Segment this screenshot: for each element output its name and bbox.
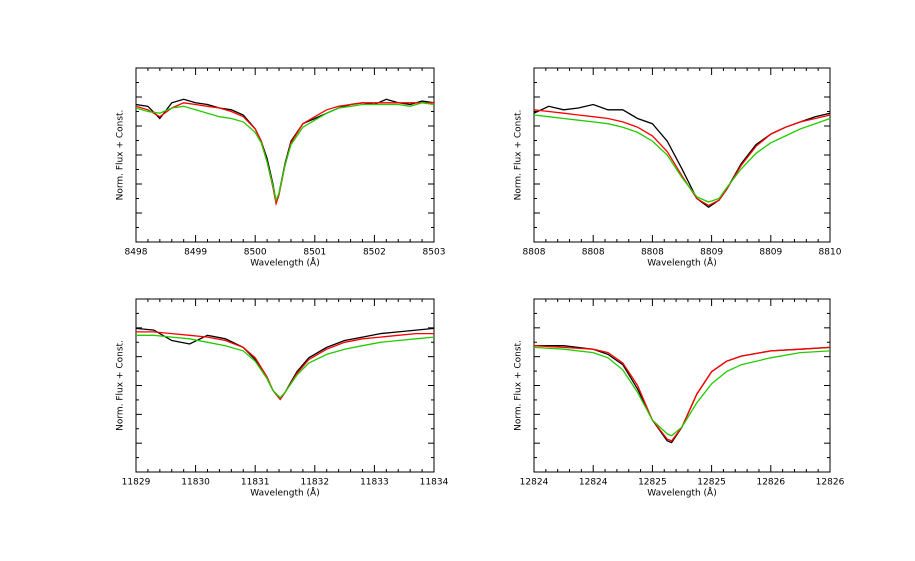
x-axis-label: Wavelength (Å) — [250, 487, 319, 499]
y-axis-label: Norm. Flux + Const. — [514, 110, 524, 201]
x-tick-label: 12824 — [520, 478, 549, 488]
x-axis-label: Wavelength (Å) — [647, 257, 716, 269]
plot-frame — [135, 67, 435, 243]
y-axis-label: Norm. Flux + Const. — [116, 110, 126, 201]
x-tick-label: 8498 — [125, 248, 148, 258]
x-tick-label: 8808 — [582, 248, 605, 258]
spectrum-line — [533, 109, 831, 207]
x-tick-label: 12825 — [638, 478, 667, 488]
spectrum-line — [533, 114, 831, 203]
x-tick-label: 8501 — [303, 248, 326, 258]
x-tick-label: 11830 — [181, 478, 210, 488]
spectrum-line — [135, 102, 434, 207]
plot-frame — [135, 298, 435, 473]
spectrum-line — [136, 334, 435, 399]
spectrum-line — [533, 345, 831, 442]
x-tick-label: 12824 — [579, 478, 608, 488]
panel: 11829 11830 11831 11832 11833 11834 Wavelength… — [116, 298, 449, 499]
x-tick-label: 12825 — [697, 478, 726, 488]
plot-frame — [533, 67, 831, 243]
x-tick-label: 8810 — [819, 248, 842, 258]
x-axis-label: Wavelength (Å) — [250, 257, 319, 269]
spectrum-line — [136, 331, 434, 401]
panel: 8808 8808 8808 8809 8809 8810 Wavelength (Å) No… — [514, 67, 842, 269]
panel: 8498 8499 8500 8501 8502 8503 Wavelength (Å) No… — [116, 67, 446, 269]
x-tick-label: 8500 — [244, 248, 267, 258]
spectrum-line — [533, 346, 831, 437]
spectrum-line — [135, 327, 435, 401]
spectrum-line — [135, 102, 435, 203]
panel: 12824 12824 12825 12825 12826 12826 Wavelength… — [514, 298, 845, 499]
x-tick-label: 11832 — [300, 478, 329, 488]
x-tick-label: 11834 — [420, 478, 449, 488]
plot-frame — [533, 298, 831, 473]
x-tick-label: 8809 — [759, 248, 782, 258]
x-tick-label: 12826 — [756, 478, 785, 488]
y-axis-label: Norm. Flux + Const. — [116, 340, 126, 431]
x-tick-label: 8808 — [641, 248, 664, 258]
x-tick-label: 8809 — [700, 248, 723, 258]
spectrum-line — [135, 98, 435, 203]
x-tick-label: 8499 — [184, 248, 207, 258]
x-tick-label: 12826 — [816, 478, 845, 488]
x-tick-label: 8502 — [363, 248, 386, 258]
x-tick-label: 11831 — [241, 478, 270, 488]
x-tick-label: 11833 — [360, 478, 389, 488]
x-tick-label: 11829 — [122, 478, 151, 488]
x-tick-label: 8503 — [423, 248, 446, 258]
x-axis-label: Wavelength (Å) — [647, 487, 716, 499]
y-axis-label: Norm. Flux + Const. — [514, 340, 524, 431]
x-tick-label: 8808 — [523, 248, 546, 258]
